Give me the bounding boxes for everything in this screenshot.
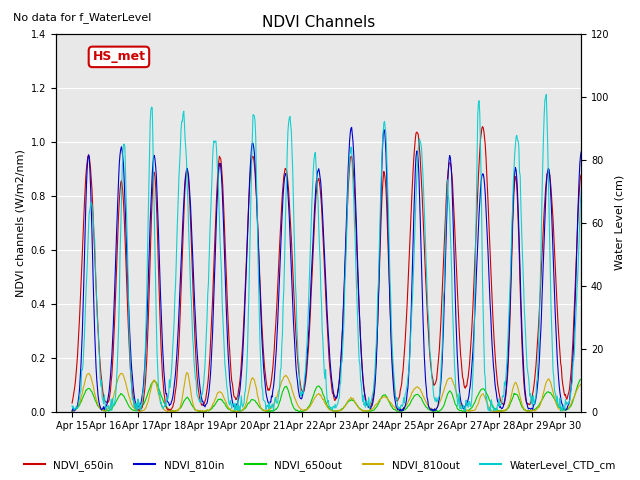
Text: HS_met: HS_met: [92, 50, 145, 63]
Y-axis label: NDVI channels (W/m2/nm): NDVI channels (W/m2/nm): [15, 149, 25, 297]
Legend: NDVI_650in, NDVI_810in, NDVI_650out, NDVI_810out, WaterLevel_CTD_cm: NDVI_650in, NDVI_810in, NDVI_650out, NDV…: [20, 456, 620, 475]
Text: No data for f_WaterLevel: No data for f_WaterLevel: [13, 12, 151, 23]
Title: NDVI Channels: NDVI Channels: [262, 15, 375, 30]
Y-axis label: Water Level (cm): Water Level (cm): [615, 175, 625, 270]
